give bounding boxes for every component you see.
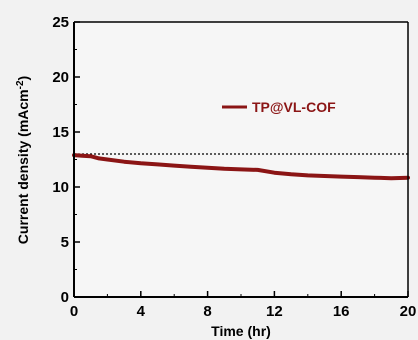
y-tick-label: 25 [52,14,69,31]
x-tick-label: 0 [70,303,78,320]
y-axis-title-end: ) [15,76,31,81]
series-point [356,175,360,179]
y-tick-label: 10 [52,179,69,196]
series-point [322,174,327,178]
series-point [189,165,193,169]
x-tick-label: 20 [400,303,417,320]
y-axis-title-superscript: -2 [15,80,26,89]
axes [73,21,409,298]
series-point [155,162,160,167]
tick-labels: 0 4 8 12 16 20 0 5 10 15 20 25 [52,14,416,320]
series-point [222,167,226,171]
plot-area [74,22,408,297]
series-point [306,173,310,178]
series-point [373,176,377,180]
series-point [239,167,243,171]
legend-label: TP@VL-COF [252,99,336,115]
y-axis-title: Current density (mAcm-2) [15,76,31,244]
series-point [172,163,176,168]
series-point [339,174,343,179]
series-point [206,166,210,170]
y-tick-label: 0 [61,289,69,306]
series-point [122,160,126,164]
y-tick-label: 5 [61,234,69,251]
series-point [389,176,393,180]
series-point [139,161,143,165]
series-point [289,172,293,176]
x-tick-label: 4 [137,303,146,320]
x-tick-label: 12 [266,303,283,320]
series-point [256,168,260,172]
y-tick-label: 15 [52,124,69,141]
legend: TP@VL-COF [222,99,336,115]
x-tick-label: 8 [203,303,211,320]
y-axis-title-main: Current density (mAcm [15,89,31,244]
x-tick-label: 16 [333,303,350,320]
series-point [89,154,93,158]
series-point [97,156,101,160]
series-point [105,157,109,162]
series-point [80,154,84,158]
x-axis-title: Time (hr) [211,323,271,339]
y-tick-label: 20 [52,69,69,86]
series-point [272,171,276,175]
